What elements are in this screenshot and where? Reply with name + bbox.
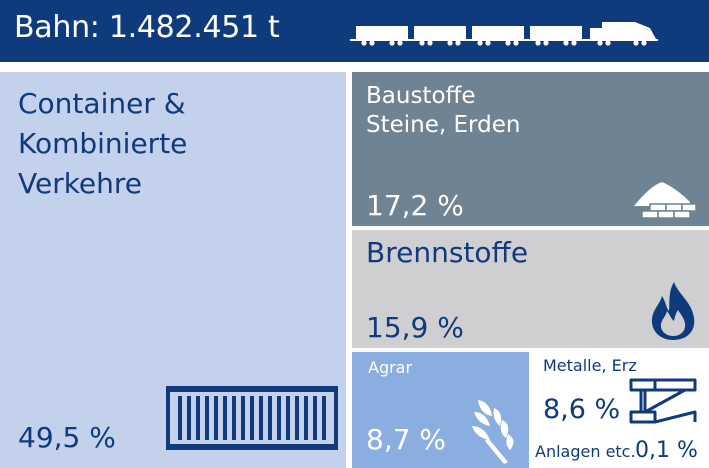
segment-container-value: 49,5 % — [18, 421, 116, 454]
segment-container-name: Container & Kombinierte Verkehre — [18, 84, 187, 204]
segment-agrar: Agrar 8,7 % — [352, 352, 529, 468]
segment-brennstoffe-value: 15,9 % — [366, 311, 464, 344]
segment-container-name-line: Kombinierte — [18, 127, 188, 160]
segment-anlagen-value: 0,1 % — [635, 438, 698, 463]
segment-container-name-line: Container & — [18, 87, 186, 120]
segment-metalle: Metalle, Erz 8,6 % — [533, 352, 709, 434]
shipping-container-icon — [166, 386, 338, 450]
segment-baustoffe-value: 17,2 % — [366, 189, 464, 222]
segment-agrar-name: Agrar — [368, 358, 413, 377]
sand-bricks-icon — [634, 182, 697, 218]
segment-baustoffe-name-line: Steine, Erden — [366, 112, 521, 138]
segment-container-name-line: Verkehre — [18, 167, 143, 200]
steel-beam-icon — [629, 378, 697, 424]
chart-title: Bahn: 1.482.451 t — [14, 10, 280, 45]
segment-anlagen-name: Anlagen etc. — [535, 442, 636, 461]
segment-agrar-value: 8,7 % — [366, 423, 447, 456]
chart-header: Bahn: 1.482.451 t — [0, 0, 709, 62]
segment-baustoffe-name: Baustoffe Steine, Erden — [366, 82, 520, 140]
segment-anlagen: Anlagen etc. 0,1 % — [533, 436, 709, 468]
flame-icon — [651, 282, 695, 340]
segment-metalle-name: Metalle, Erz — [543, 356, 637, 375]
segment-baustoffe-name-line: Baustoffe — [366, 83, 476, 109]
segment-metalle-value: 8,6 % — [543, 394, 621, 425]
wheat-icon — [472, 400, 514, 464]
freight-train-icon — [350, 22, 658, 46]
segment-brennstoffe-name: Brennstoffe — [366, 236, 529, 269]
segment-container: Container & Kombinierte Verkehre 49,5 % — [0, 72, 346, 468]
segment-baustoffe: Baustoffe Steine, Erden 17,2 % — [352, 72, 709, 226]
segment-brennstoffe: Brennstoffe 15,9 % — [352, 230, 709, 348]
